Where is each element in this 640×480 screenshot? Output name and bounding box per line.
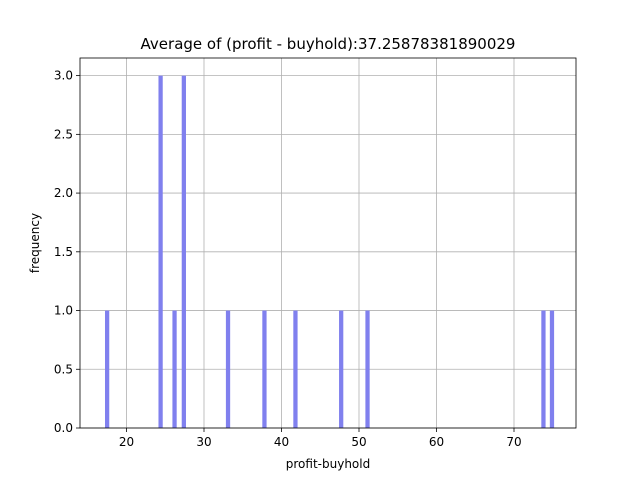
x-tick-label: 20 xyxy=(119,435,134,449)
histogram-bar xyxy=(104,310,110,428)
histogram-bar xyxy=(172,310,177,428)
histogram-bar xyxy=(262,310,267,428)
y-tick-label: 3.0 xyxy=(54,69,73,83)
y-tick-label: 2.0 xyxy=(54,186,73,200)
y-tick-label: 0.0 xyxy=(54,421,73,435)
axis-ticks: 20 30 40 50 60 70 0.0 0.5 1.0 1.5 2.0 2.5 3.0 xyxy=(54,69,522,449)
histogram-bar xyxy=(339,310,344,428)
histogram-bar xyxy=(365,310,370,428)
y-tick-label: 1.0 xyxy=(54,304,73,318)
x-tick-label: 70 xyxy=(506,435,521,449)
y-tick-label: 1.5 xyxy=(54,245,73,259)
histogram-bar xyxy=(181,75,186,428)
x-tick-label: 40 xyxy=(274,435,289,449)
x-tick-label: 50 xyxy=(351,435,366,449)
y-tick-label: 0.5 xyxy=(54,362,73,376)
histogram-bar xyxy=(158,75,163,428)
chart-title: Average of (profit - buyhold):37.2587838… xyxy=(141,35,516,53)
plot-frame xyxy=(79,57,577,429)
histogram-bar xyxy=(541,310,546,428)
histogram-bars xyxy=(104,75,555,428)
grid-lines xyxy=(80,58,576,429)
histogram-bar xyxy=(549,310,555,428)
y-tick-label: 2.5 xyxy=(54,127,73,141)
histogram-bar xyxy=(225,310,231,428)
x-tick-label: 30 xyxy=(196,435,211,449)
y-axis-label: frequency xyxy=(28,213,42,273)
histogram-bar xyxy=(293,310,298,428)
x-axis-label: profit-buyhold xyxy=(286,457,370,471)
x-tick-label: 60 xyxy=(429,435,444,449)
